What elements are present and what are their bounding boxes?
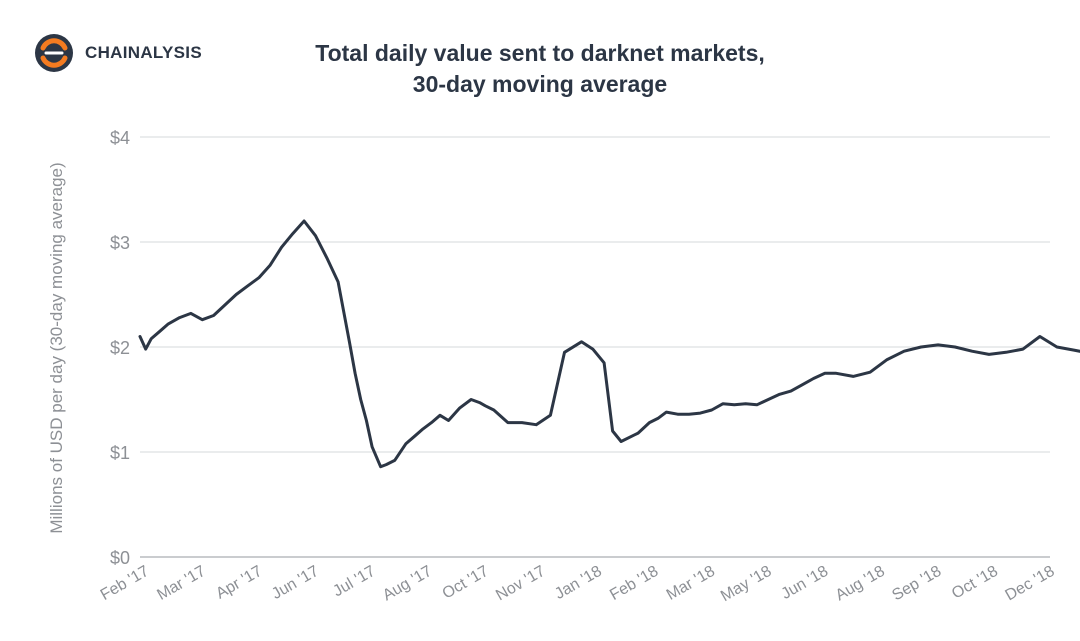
x-tick-label: Apr '17: [213, 563, 265, 603]
x-tick-label: Aug '17: [380, 563, 435, 605]
y-tick-label: $0: [110, 548, 130, 568]
x-tick-label: Jun '18: [778, 563, 831, 603]
chart-title-line-2: 30-day moving average: [412, 71, 668, 97]
chainalysis-logo-icon: [35, 34, 73, 72]
chart-title-line-1: Total daily value sent to darknet market…: [315, 40, 765, 66]
y-tick-label: $1: [110, 443, 130, 463]
x-tick-label: Jun '17: [269, 563, 322, 603]
brand-logo: CHAINALYSIS: [34, 33, 202, 73]
x-tick-label: Aug '18: [833, 563, 888, 605]
x-tick-label: Jul '17: [330, 563, 378, 601]
y-axis-label: Millions of USD per day (30-day moving a…: [47, 162, 66, 533]
chart-title: Total daily value sent to darknet market…: [240, 38, 840, 100]
x-tick-label: Feb '17: [98, 563, 152, 604]
x-tick-label: Feb '18: [607, 563, 661, 604]
x-axis-ticks: Feb '17 Mar '17 Apr '17 Jun '17 Jul '17 Aug '…: [98, 563, 1058, 606]
series-layer: [138, 219, 1080, 469]
x-tick-label: Mar '18: [664, 563, 718, 604]
x-tick-label: May '18: [718, 563, 775, 606]
grid-lines: [140, 136, 1050, 558]
y-tick-label: $4: [110, 128, 130, 148]
y-tick-label: $3: [110, 233, 130, 253]
x-tick-label: Sep '18: [889, 563, 944, 605]
y-tick-label: $2: [110, 338, 130, 358]
brand-name: CHAINALYSIS: [85, 43, 202, 62]
x-tick-label: Mar '17: [154, 563, 208, 604]
x-tick-label: Jan '18: [552, 563, 605, 603]
x-tick-label: Oct '17: [440, 563, 492, 603]
y-axis-ticks: $0 $1 $2 $3 $4: [110, 128, 130, 568]
x-tick-label: Oct '18: [949, 563, 1001, 603]
series-line: [138, 219, 1080, 469]
x-tick-label: Dec '18: [1003, 563, 1058, 605]
x-tick-label: Nov '17: [493, 563, 548, 605]
